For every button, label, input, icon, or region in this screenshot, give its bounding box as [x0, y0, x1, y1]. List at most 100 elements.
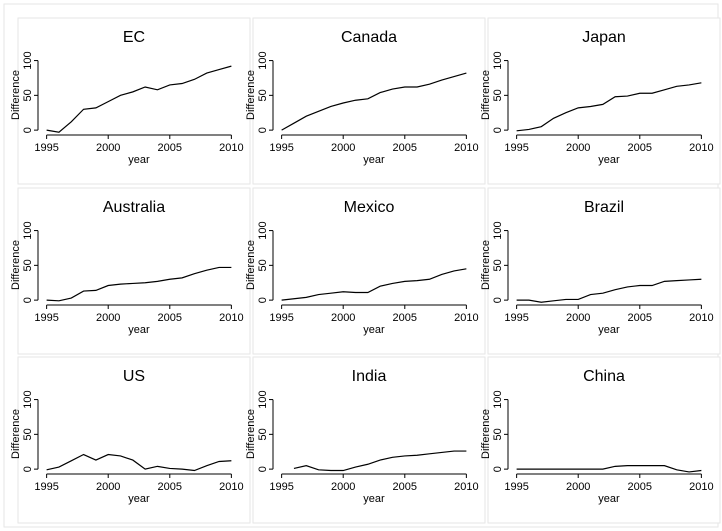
panel-title: Mexico	[344, 199, 395, 216]
y-tick-label: 0	[492, 297, 504, 303]
y-axis-label: Difference	[10, 409, 22, 459]
panel-frame	[487, 17, 721, 185]
y-tick-label: 100	[22, 390, 34, 408]
x-tick-label: 2010	[689, 142, 713, 154]
y-tick-label: 50	[492, 428, 504, 440]
panel-title: China	[583, 368, 625, 385]
y-axis-label: Difference	[480, 409, 492, 459]
y-tick-label: 50	[22, 89, 34, 101]
line	[46, 65, 232, 133]
y-tick-label: 50	[257, 259, 269, 271]
panel-frame	[17, 187, 251, 355]
x-tick-label: 2000	[331, 142, 355, 154]
y-tick-label: 0	[22, 127, 34, 133]
line	[46, 453, 232, 472]
x-tick-label: 2000	[96, 312, 120, 324]
panel-frame	[17, 17, 251, 185]
y-tick-label: 100	[257, 390, 269, 408]
x-tick-label: 1995	[504, 481, 528, 493]
x-axis-label: year	[598, 154, 620, 166]
y-axis-label: Difference	[10, 240, 22, 290]
x-tick-label: 2010	[219, 142, 243, 154]
x-tick-label: 2005	[628, 481, 652, 493]
panel-title: Brazil	[584, 199, 624, 216]
panel-title: Canada	[341, 29, 397, 46]
x-tick-label: 1995	[34, 142, 58, 154]
y-tick-label: 50	[492, 89, 504, 101]
y-tick-label: 100	[22, 221, 34, 239]
y-tick-label: 100	[257, 221, 269, 239]
x-tick-label: 2000	[566, 142, 590, 154]
x-tick-label: 2010	[219, 481, 243, 493]
x-tick-label: 2005	[158, 312, 182, 324]
y-tick-label: 0	[257, 127, 269, 133]
x-tick-label: 2005	[393, 142, 417, 154]
y-tick-label: 0	[22, 297, 34, 303]
x-tick-label: 2000	[96, 142, 120, 154]
panel-frame	[252, 356, 486, 524]
panel-title: Australia	[103, 199, 165, 216]
y-tick-label: 100	[492, 390, 504, 408]
line	[281, 268, 467, 301]
line	[516, 465, 702, 473]
x-tick-label: 1995	[269, 142, 293, 154]
x-tick-label: 2000	[566, 481, 590, 493]
y-tick-label: 0	[492, 466, 504, 472]
line	[281, 72, 467, 131]
y-tick-label: 50	[257, 428, 269, 440]
x-tick-label: 2005	[393, 312, 417, 324]
y-axis-label: Difference	[480, 240, 492, 290]
x-tick-label: 2000	[331, 312, 355, 324]
line	[516, 82, 702, 132]
y-tick-label: 100	[492, 51, 504, 69]
x-axis-label: year	[128, 154, 150, 166]
x-axis-label: year	[363, 493, 385, 505]
y-tick-label: 50	[257, 89, 269, 101]
x-axis-label: year	[128, 324, 150, 336]
x-tick-label: 2010	[454, 142, 478, 154]
x-axis-label: year	[363, 154, 385, 166]
line	[46, 266, 232, 302]
x-tick-label: 2005	[158, 481, 182, 493]
y-tick-label: 50	[492, 259, 504, 271]
x-tick-label: 2000	[566, 312, 590, 324]
x-tick-label: 1995	[34, 312, 58, 324]
panel-frame	[252, 17, 486, 185]
panel-frame	[487, 187, 721, 355]
line	[293, 450, 467, 472]
x-tick-label: 2005	[158, 142, 182, 154]
y-axis-label: Difference	[480, 70, 492, 120]
y-axis-label: Difference	[245, 70, 257, 120]
x-tick-label: 2000	[96, 481, 120, 493]
x-tick-label: 2010	[689, 481, 713, 493]
x-tick-label: 2010	[689, 312, 713, 324]
y-axis-label: Difference	[245, 240, 257, 290]
y-axis-label: Difference	[10, 70, 22, 120]
y-tick-label: 0	[257, 297, 269, 303]
panel-frame	[17, 356, 251, 524]
x-tick-label: 2010	[454, 481, 478, 493]
x-tick-label: 1995	[504, 142, 528, 154]
line	[516, 278, 702, 303]
x-axis-label: year	[128, 493, 150, 505]
x-tick-label: 2005	[393, 481, 417, 493]
panel-title: Japan	[582, 29, 626, 46]
panel-frame	[487, 356, 721, 524]
panel-frame	[252, 187, 486, 355]
panel-title: India	[352, 368, 387, 385]
x-axis-label: year	[363, 324, 385, 336]
x-axis-label: year	[598, 493, 620, 505]
x-tick-label: 2000	[331, 481, 355, 493]
x-tick-label: 1995	[504, 312, 528, 324]
x-tick-label: 2010	[454, 312, 478, 324]
x-tick-label: 2005	[628, 312, 652, 324]
y-tick-label: 50	[22, 259, 34, 271]
y-tick-label: 0	[492, 127, 504, 133]
y-tick-label: 100	[257, 51, 269, 69]
x-tick-label: 2010	[219, 312, 243, 324]
panel-title: US	[123, 368, 145, 385]
x-tick-label: 1995	[269, 481, 293, 493]
y-tick-label: 50	[22, 428, 34, 440]
